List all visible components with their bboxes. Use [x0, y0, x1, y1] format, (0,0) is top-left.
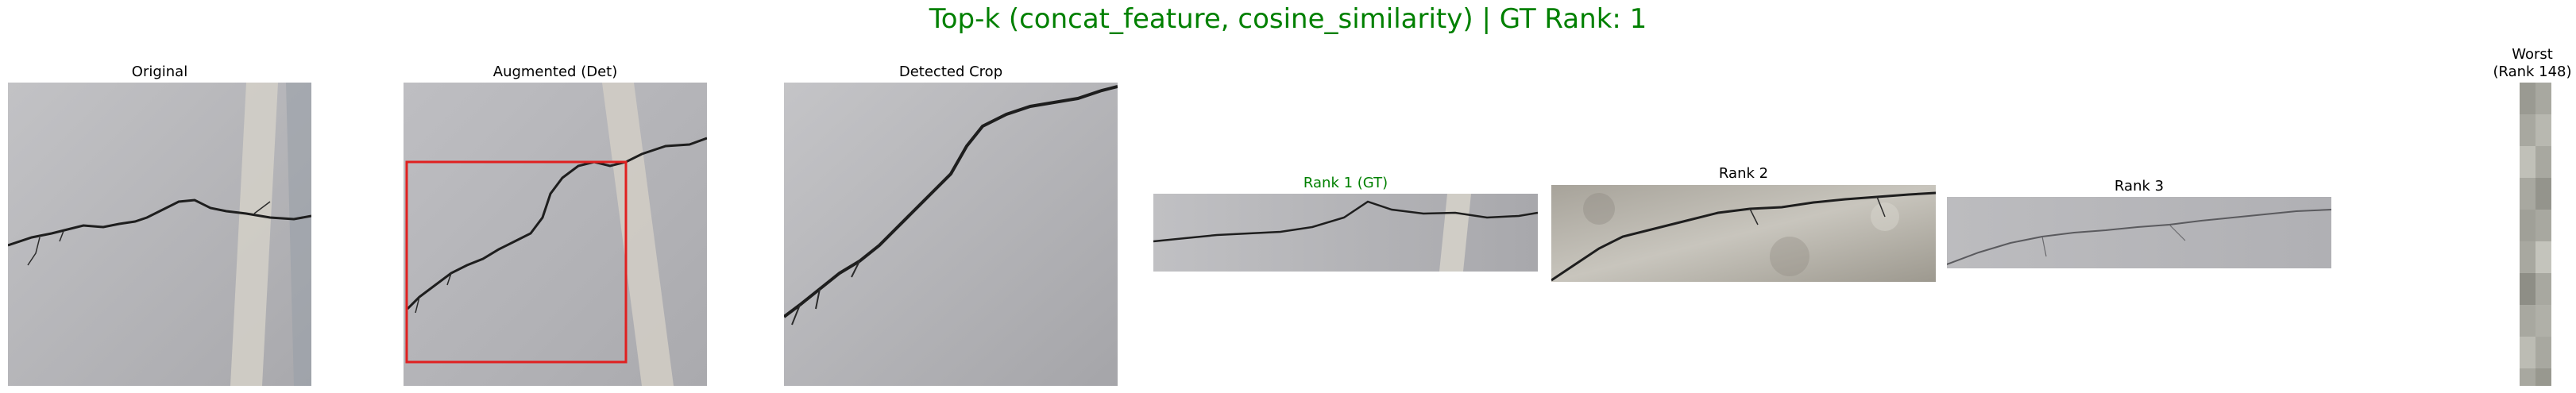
worst-label-line1: Worst	[2512, 46, 2553, 63]
original-image	[8, 83, 311, 386]
rank1-image	[1153, 194, 1538, 272]
rank3-image	[1947, 197, 2331, 268]
crop-label: Detected Crop	[898, 64, 1003, 80]
augmented-label: Augmented (Det)	[492, 64, 618, 80]
rank3-label: Rank 3	[2114, 178, 2165, 195]
crop-image	[784, 83, 1118, 386]
figure-title: Top-k (concat_feature, cosine_similarity…	[929, 3, 1647, 35]
rank1-label: Rank 1 (GT)	[1303, 175, 1388, 191]
augmented-image	[404, 83, 707, 386]
rank2-label: Rank 2	[1718, 165, 1769, 182]
worst-image	[2520, 83, 2551, 386]
worst-label-line2: (Rank 148)	[2493, 64, 2572, 80]
original-label: Original	[131, 64, 188, 80]
rank2-image	[1551, 185, 1936, 282]
detection-box	[405, 160, 628, 364]
